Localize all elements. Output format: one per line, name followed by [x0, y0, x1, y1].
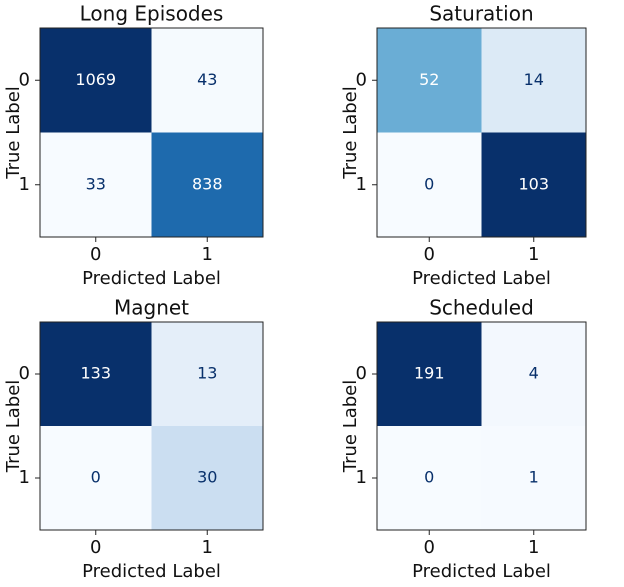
chart-title: Saturation [429, 2, 533, 26]
cell-label: 30 [197, 468, 217, 487]
y-tick-label: 1 [356, 467, 367, 488]
y-tick-label: 0 [19, 69, 30, 90]
x-axis-label: Predicted Label [412, 561, 551, 582]
y-axis-label: True Label [340, 86, 361, 180]
cell [151, 28, 263, 133]
cell [40, 322, 152, 426]
cell [481, 132, 586, 237]
cell [151, 132, 263, 237]
x-axis-label: Predicted Label [82, 561, 221, 582]
y-tick-label: 1 [356, 174, 367, 195]
cell-label: 103 [518, 174, 549, 193]
cell [377, 322, 482, 426]
y-tick-label: 0 [356, 363, 367, 384]
y-axis-label: True Label [3, 86, 24, 180]
cell-label: 52 [419, 70, 439, 89]
cell [481, 426, 586, 530]
cell-label: 1069 [75, 70, 116, 89]
cell [377, 132, 482, 237]
x-tick-label: 1 [528, 537, 539, 558]
x-tick-label: 1 [202, 537, 213, 558]
y-tick-label: 0 [356, 69, 367, 90]
y-tick-label: 0 [19, 363, 30, 384]
frame [376, 321, 587, 531]
x-tick-label: 1 [202, 244, 213, 265]
cell [40, 28, 152, 133]
chart-title: Magnet [114, 296, 189, 320]
cell [481, 322, 586, 426]
cell-label: 1 [529, 468, 539, 487]
cell [377, 426, 482, 530]
cell [40, 426, 152, 530]
cell-label: 191 [414, 364, 445, 383]
cell-label: 0 [424, 468, 434, 487]
cell [151, 322, 263, 426]
y-tick-label: 1 [19, 467, 30, 488]
frame [376, 27, 587, 238]
y-axis-label: True Label [3, 380, 24, 474]
x-axis-label: Predicted Label [82, 268, 221, 289]
cell [40, 132, 152, 237]
cell [377, 28, 482, 133]
x-tick-label: 0 [424, 244, 435, 265]
cell [481, 28, 586, 133]
cell [151, 426, 263, 530]
x-axis-label: Predicted Label [412, 268, 551, 289]
y-tick-label: 1 [19, 174, 30, 195]
y-axis-label: True Label [340, 380, 361, 474]
x-tick-label: 1 [528, 244, 539, 265]
frame [39, 27, 264, 238]
cell-label: 13 [197, 364, 217, 383]
x-tick-label: 0 [90, 244, 101, 265]
cell-label: 0 [424, 174, 434, 193]
chart-title: Long Episodes [80, 2, 224, 26]
x-tick-label: 0 [90, 537, 101, 558]
cell-label: 838 [192, 174, 223, 193]
cell-label: 4 [529, 364, 539, 383]
cell-label: 33 [86, 174, 106, 193]
cell-label: 14 [524, 70, 544, 89]
x-tick-label: 0 [424, 537, 435, 558]
chart-title: Scheduled [429, 296, 534, 320]
cell-label: 0 [91, 468, 101, 487]
cell-label: 43 [197, 70, 217, 89]
cell-label: 133 [80, 364, 111, 383]
frame [39, 321, 264, 531]
